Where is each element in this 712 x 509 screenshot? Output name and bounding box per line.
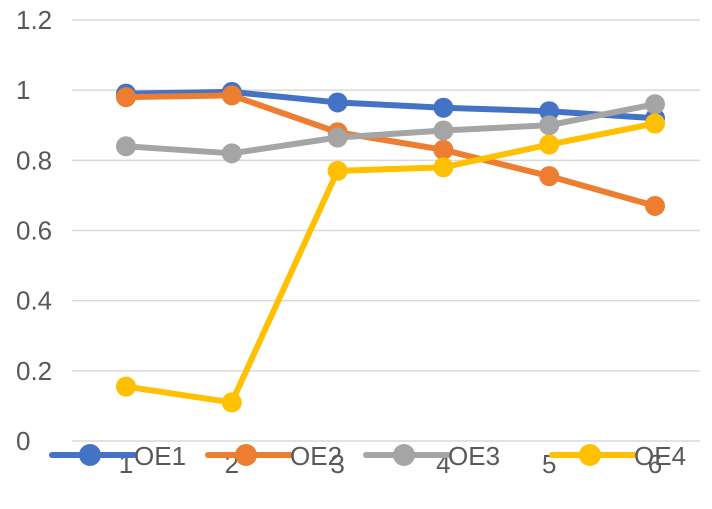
gridlines xyxy=(72,19,700,442)
data-point-oe3 xyxy=(645,94,665,115)
data-point-oe3 xyxy=(221,143,242,164)
data-point-oe2 xyxy=(539,166,560,187)
legend-swatch-marker-oe1 xyxy=(79,444,101,466)
legend-label-oe1: OE1 xyxy=(134,441,186,471)
series-line-oe3 xyxy=(123,101,658,157)
data-point-oe4 xyxy=(433,157,454,178)
data-point-oe3 xyxy=(539,115,560,136)
y-tick-label: 0.2 xyxy=(16,356,52,386)
series-line-oe1 xyxy=(123,88,658,122)
legend-swatch-marker-oe2 xyxy=(235,444,257,466)
y-axis-ticks: 0 0.2 0.4 0.6 0.8 1 1.2 xyxy=(16,5,52,456)
data-point-oe1 xyxy=(433,97,454,118)
legend-swatch-marker-oe4 xyxy=(579,444,601,466)
y-tick-label: 0.8 xyxy=(16,145,52,175)
series-line-oe2 xyxy=(123,92,658,209)
data-point-oe2 xyxy=(645,195,665,216)
data-point-oe1 xyxy=(539,101,560,122)
data-point-oe4 xyxy=(221,392,242,413)
legend: OE1 OE2 OE3 OE4 xyxy=(49,441,686,471)
data-point-oe3 xyxy=(327,127,348,148)
y-tick-label: 0.4 xyxy=(16,286,52,316)
series-line-oe4 xyxy=(123,120,658,406)
legend-label-oe3: OE3 xyxy=(448,441,500,471)
data-point-oe1 xyxy=(327,92,348,113)
legend-label-oe4: OE4 xyxy=(634,441,686,471)
data-point-oe4 xyxy=(645,113,665,134)
data-point-oe3 xyxy=(433,120,454,141)
x-tick-label: 3 xyxy=(330,449,344,479)
data-point-oe4 xyxy=(116,376,136,397)
legend-swatch-marker-oe3 xyxy=(393,444,415,466)
y-tick-label: 0.6 xyxy=(16,216,52,246)
x-tick-label: 6 xyxy=(648,449,662,479)
legend-label-oe2: OE2 xyxy=(290,441,342,471)
data-point-oe2 xyxy=(221,85,242,106)
data-point-oe3 xyxy=(116,136,136,157)
series-lines xyxy=(116,81,665,413)
data-point-oe4 xyxy=(327,160,348,181)
data-point-oe2 xyxy=(116,87,136,108)
data-point-oe4 xyxy=(539,134,560,155)
data-point-oe2 xyxy=(433,139,454,160)
y-tick-label: 1 xyxy=(16,75,30,105)
y-tick-label: 1.2 xyxy=(16,5,52,35)
y-tick-label: 0 xyxy=(16,426,30,456)
